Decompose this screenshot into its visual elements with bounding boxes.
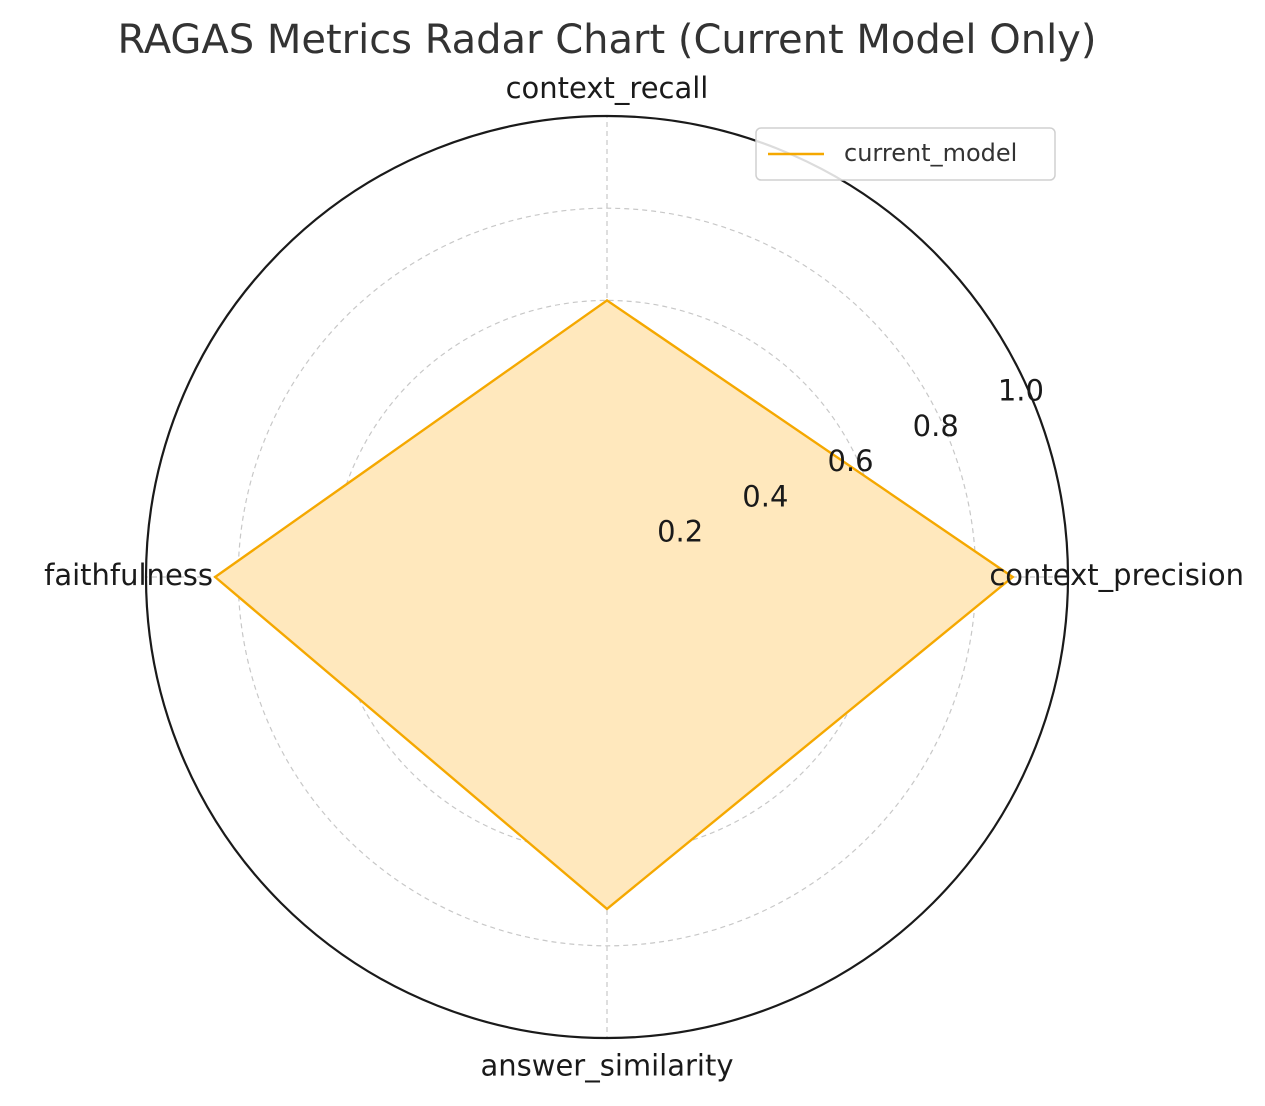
outer-ring <box>144 114 1070 1040</box>
tick-label: 0.8 <box>913 409 959 443</box>
legend-box <box>755 127 1056 181</box>
axis-label-context_precision: context_precision <box>989 558 1244 592</box>
data-point-faithfulness <box>213 575 217 579</box>
legend: current_model <box>755 127 1056 181</box>
data-point-context_precision <box>1011 575 1014 579</box>
axis-label-answer_similarity: answer_similarity <box>480 1049 733 1083</box>
axis-label-context_recall: context_recall <box>506 71 709 105</box>
series-area-current_model <box>215 300 1013 909</box>
axis-label-faithfulness: faithfulness <box>44 558 213 592</box>
chart-title: RAGAS Metrics Radar Chart (Current Model… <box>118 17 1097 63</box>
data-point-answer_similarity <box>605 907 609 911</box>
tick-label: 1.0 <box>998 374 1044 408</box>
legend-label-current_model: current_model <box>844 139 1017 167</box>
tick-label: 0.4 <box>742 479 788 513</box>
radial-tick-labels: 0.2 0.4 0.6 0.8 1.0 <box>657 374 1044 549</box>
tick-label: 0.6 <box>827 444 873 478</box>
data-point-context_recall <box>605 299 609 302</box>
axis-labels: context_precision context_recall faithfuln… <box>44 71 1244 1083</box>
outer-ring-layer <box>144 114 1070 1040</box>
series-layer <box>213 298 1015 911</box>
tick-label: 0.2 <box>657 515 703 549</box>
